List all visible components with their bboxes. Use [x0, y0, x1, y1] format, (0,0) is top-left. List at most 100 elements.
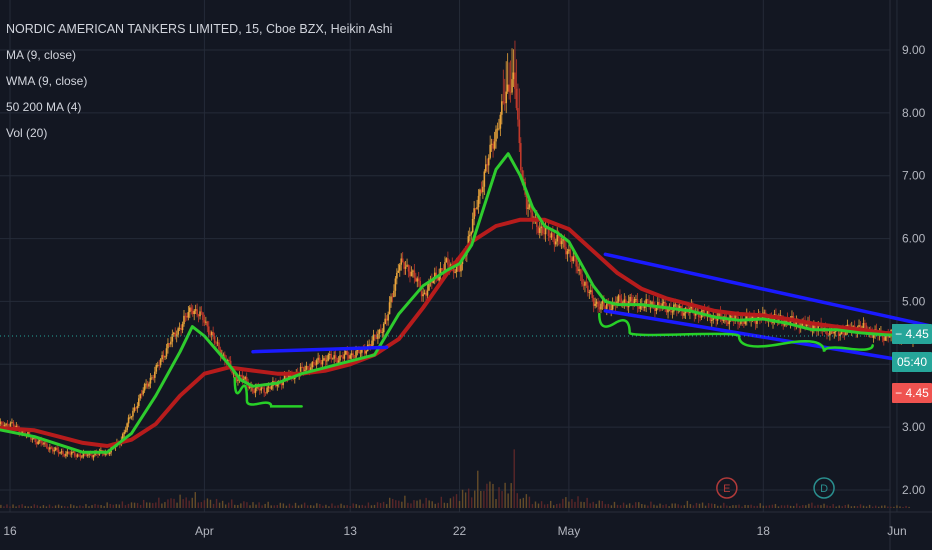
volume-bar	[641, 503, 643, 508]
drawn-curve-april-base[interactable]	[233, 376, 303, 408]
candle-body	[146, 383, 149, 387]
volume-bar	[149, 502, 151, 508]
candle-body	[148, 383, 150, 387]
volume-bar	[777, 506, 780, 508]
volume-bar	[701, 502, 704, 508]
volume-bar	[358, 505, 361, 508]
candle-body	[73, 451, 76, 456]
candle-body	[126, 423, 128, 431]
candle-body	[283, 375, 286, 381]
volume-bar	[902, 506, 904, 508]
volume-bar	[534, 501, 537, 508]
candle-body	[21, 430, 23, 434]
candle-body	[280, 383, 283, 386]
candle-body	[576, 266, 579, 272]
volume-bar	[404, 495, 406, 508]
candle-body	[473, 208, 475, 220]
volume-bar	[379, 503, 382, 508]
event-marker-e[interactable]: E	[716, 477, 738, 499]
trendline-lower-channel[interactable]	[603, 309, 932, 368]
bar-countdown-tag-bg	[892, 352, 932, 372]
volume-bar	[300, 504, 303, 508]
volume-bar	[282, 503, 285, 508]
candle-body	[521, 170, 524, 179]
volume-bar	[100, 505, 102, 508]
volume-bar	[841, 506, 843, 508]
trendline-support-april[interactable]	[251, 345, 389, 354]
candle-body	[215, 342, 217, 344]
candle-body	[6, 423, 9, 427]
volume-bar	[540, 501, 543, 508]
indicator-wma-label[interactable]: WMA (9, close)	[6, 74, 88, 88]
candle-body	[334, 355, 337, 358]
candle-body	[517, 107, 519, 120]
candle-body	[174, 332, 177, 337]
x-tick-label: 22	[453, 524, 467, 538]
indicator-ma-label[interactable]: MA (9, close)	[6, 48, 77, 62]
trendline-upper-channel[interactable]	[603, 252, 932, 329]
candle-body	[563, 238, 566, 248]
candle-body	[267, 386, 270, 388]
indicator-50-200-ma-label[interactable]: 50 200 MA (4)	[6, 100, 82, 114]
volume-bar	[370, 505, 373, 508]
candle-body	[482, 186, 484, 193]
volume-bar	[832, 504, 834, 508]
candle-body	[536, 217, 538, 227]
indicator-volume-label[interactable]: Vol (20)	[6, 126, 48, 140]
x-tick-label: 16	[3, 524, 17, 538]
candle-body	[320, 362, 322, 365]
candle-body	[433, 272, 436, 279]
candle-body	[416, 278, 419, 282]
candle-body	[0, 421, 3, 425]
volume-bar	[79, 505, 81, 508]
candle-body	[888, 336, 891, 338]
volume-bar	[337, 505, 339, 508]
candle-body	[547, 227, 550, 237]
volume-bar	[297, 505, 300, 508]
candle-body	[149, 377, 152, 384]
candle-body	[374, 334, 376, 337]
volume-bar	[741, 506, 743, 508]
volume-bar	[434, 503, 436, 508]
candle-body	[199, 311, 201, 317]
drawn-curve-may-base[interactable]	[598, 312, 874, 353]
volume-bar	[443, 502, 446, 508]
candle-body	[257, 385, 260, 389]
candle-body	[22, 430, 25, 433]
candle-body	[387, 314, 389, 321]
volume-bar	[118, 504, 121, 508]
candle-body	[181, 323, 184, 331]
volume-bar	[653, 504, 655, 508]
series-line-wma[interactable]	[0, 152, 911, 454]
volume-bar	[54, 505, 57, 508]
candle-body	[69, 453, 72, 455]
candle-body	[428, 281, 430, 291]
volume-bar	[76, 506, 78, 508]
series-line-50-200-ma[interactable]	[0, 217, 912, 448]
symbol-title[interactable]: NORDIC AMERICAN TANKERS LIMITED, 15, Cbo…	[6, 22, 393, 36]
candle-body	[439, 268, 442, 275]
volume-bar	[853, 505, 856, 508]
volume-bar	[124, 505, 127, 508]
volume-bar	[571, 499, 573, 508]
volume-bar	[659, 503, 661, 508]
candle-body	[162, 355, 165, 358]
candle-body	[244, 376, 247, 380]
candle-body	[183, 315, 185, 324]
volume-bar	[504, 482, 506, 508]
volume-bar	[361, 504, 364, 508]
volume-bar	[60, 505, 63, 508]
candle-body	[397, 270, 400, 273]
volume-bar	[607, 503, 610, 508]
candle-body	[43, 442, 45, 445]
candle-body	[756, 318, 758, 324]
event-marker-d[interactable]: D	[813, 477, 835, 499]
volume-bar	[63, 506, 66, 508]
candle-body	[410, 271, 413, 277]
candle-body	[662, 301, 665, 304]
volume-bar	[276, 505, 278, 508]
candle-body	[62, 451, 64, 455]
candle-body	[584, 281, 586, 286]
